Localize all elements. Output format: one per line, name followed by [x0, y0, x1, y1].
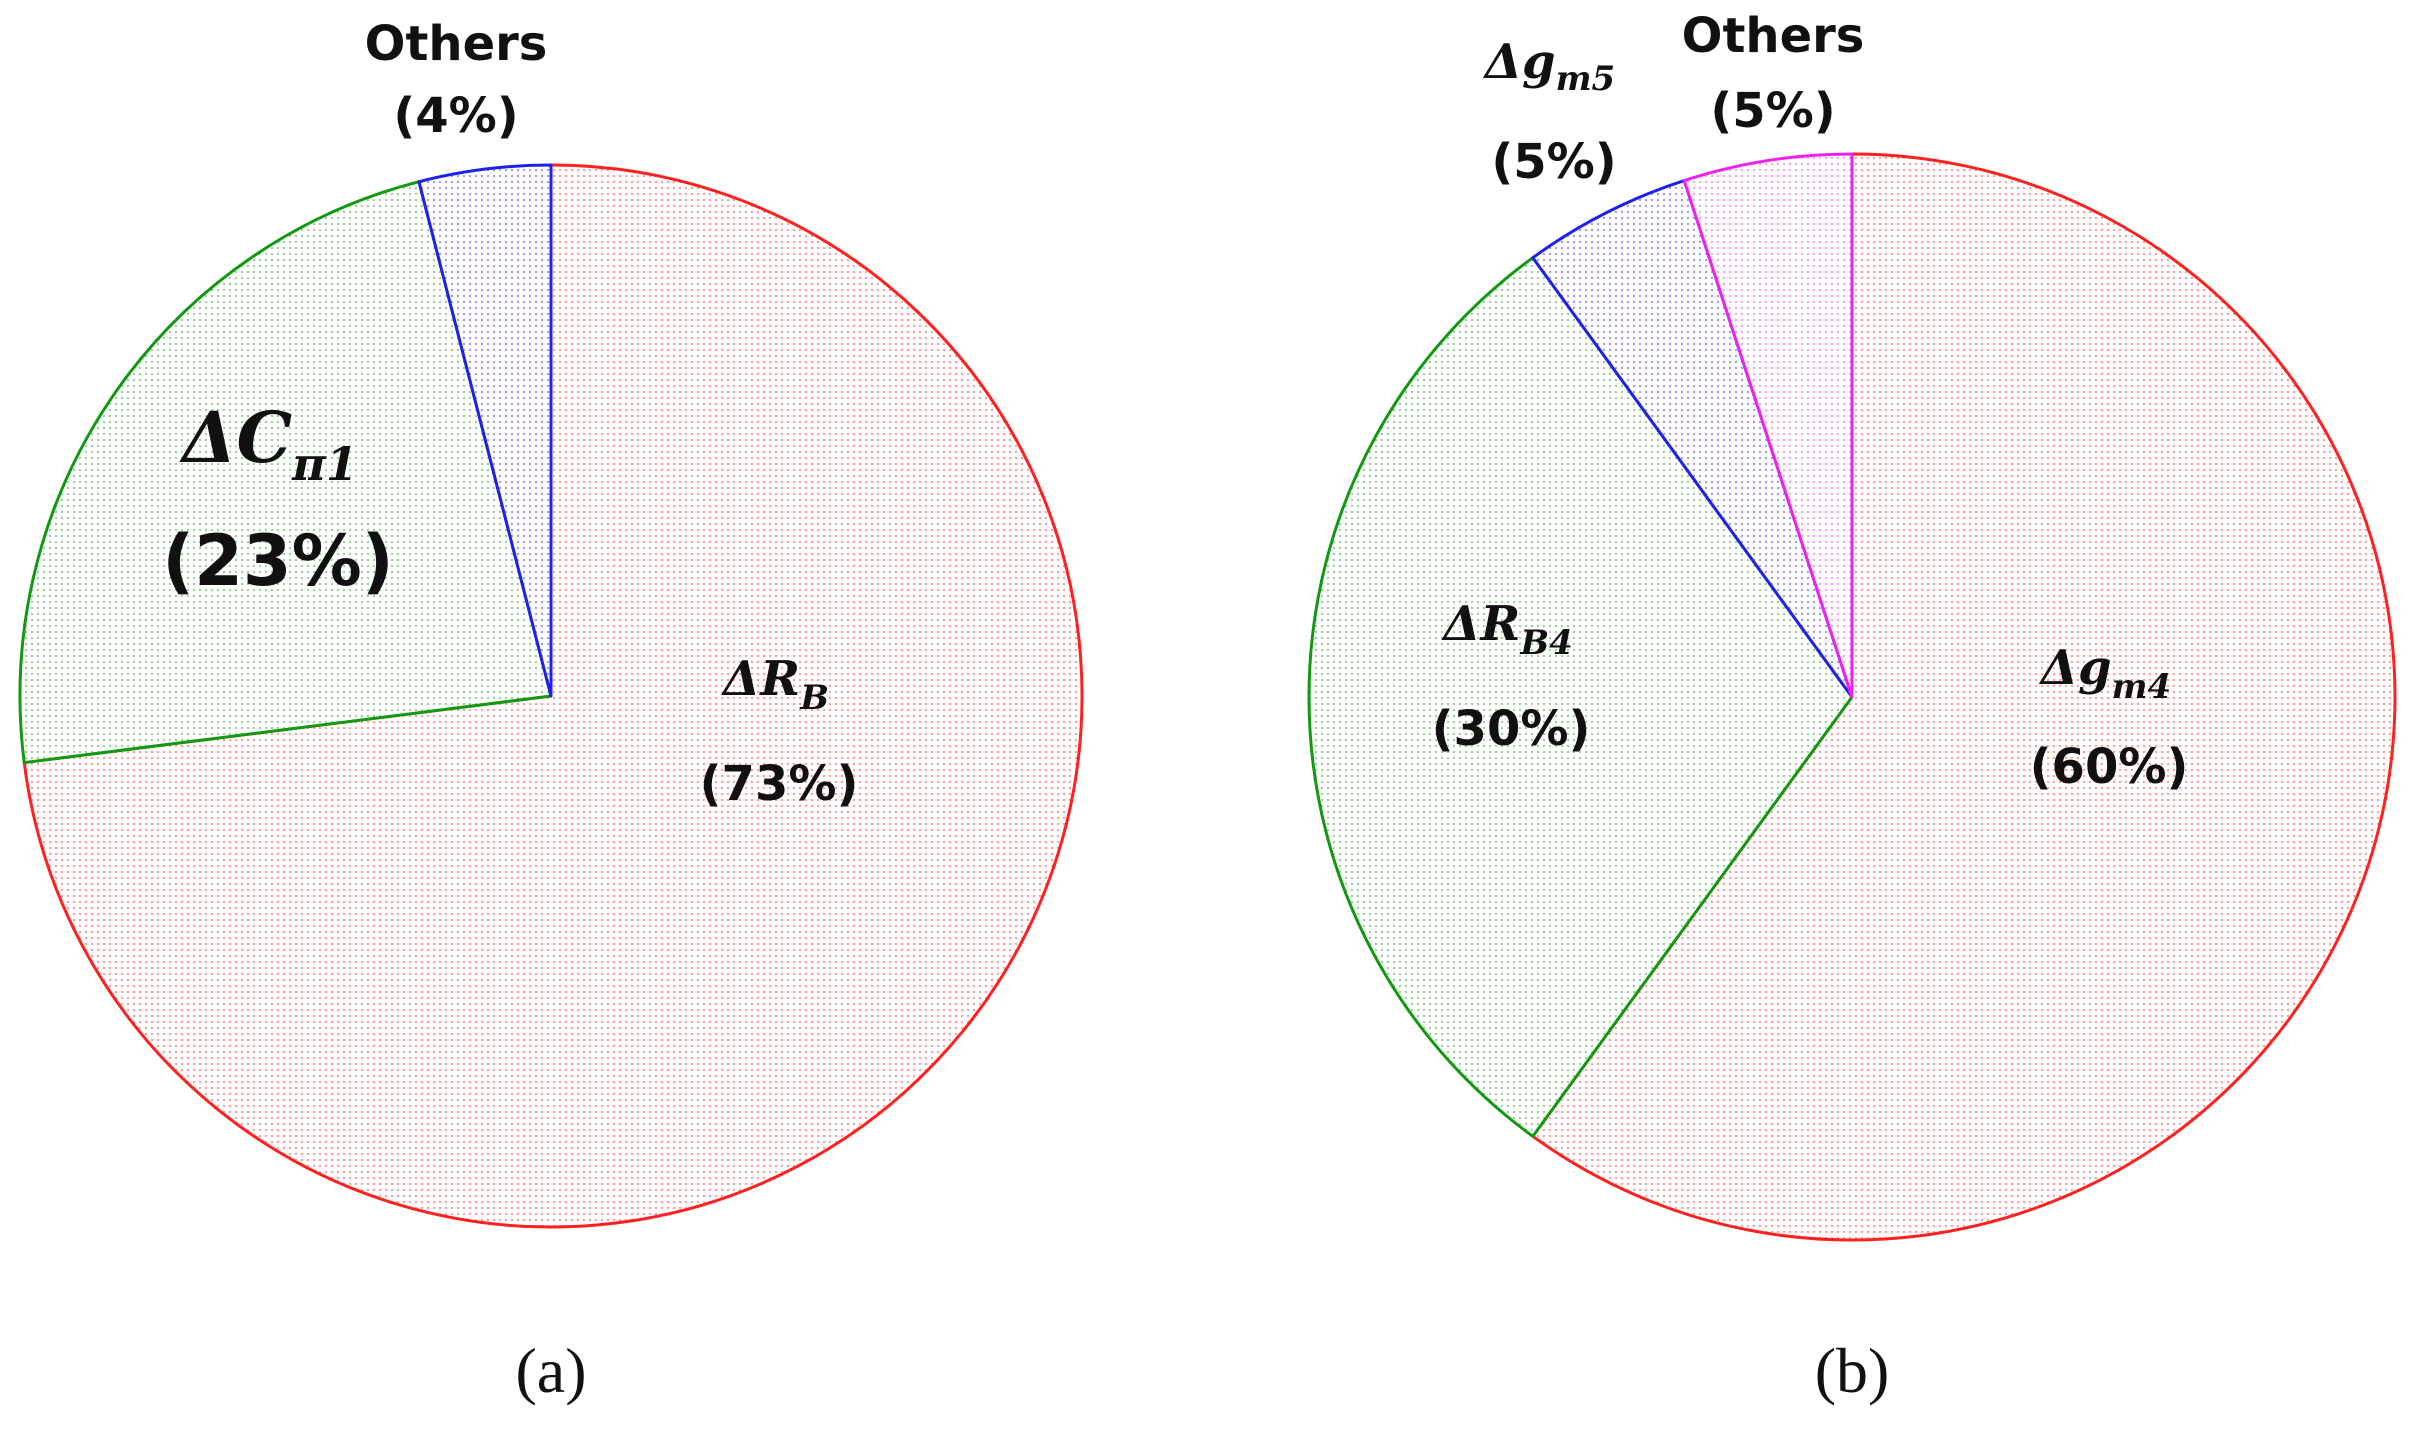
label-a-others: Others [365, 16, 548, 72]
pie-slice-a-others [417, 163, 553, 698]
pct-a-others: (4%) [393, 88, 518, 144]
label-b-others: Others [1682, 8, 1865, 64]
label-b-gm5: Δgm5 [1483, 34, 1615, 99]
pct-b-gm4: (60%) [2030, 739, 2189, 795]
label-b-gm4: Δgm4 [2039, 640, 2171, 707]
pct-a-cpi1: (23%) [162, 520, 394, 602]
pct-a-rb: (73%) [700, 756, 859, 812]
label-a-rb: ΔRB [721, 651, 829, 718]
pie-slice-b--r-b4 [1307, 256, 1854, 1138]
pie-slice-a--c-1 [18, 180, 553, 765]
pct-b-gm5: (5%) [1491, 134, 1616, 190]
chart-b-labels: Δgm5 (5%) Others (5%) ΔRB4 (30%) Δgm4 (6… [1432, 8, 2189, 1406]
label-a-cpi1: ΔCπ1 [179, 396, 358, 491]
pct-b-rb4: (30%) [1432, 701, 1591, 757]
caption-b: (b) [1815, 1335, 1890, 1406]
chart-a-labels: Others (4%) ΔCπ1 (23%) ΔRB (73%) (a) [162, 16, 858, 1406]
label-b-rb4: ΔRB4 [1441, 596, 1573, 663]
pie-slice-b--g-m5 [1531, 179, 1854, 699]
pie-slice-b-others [1682, 152, 1854, 699]
pie-slice-a--r-b [22, 163, 1084, 1229]
pie-slice-b--g-m4 [1531, 152, 2397, 1242]
pct-b-others: (5%) [1710, 83, 1835, 139]
caption-a: (a) [515, 1335, 586, 1406]
